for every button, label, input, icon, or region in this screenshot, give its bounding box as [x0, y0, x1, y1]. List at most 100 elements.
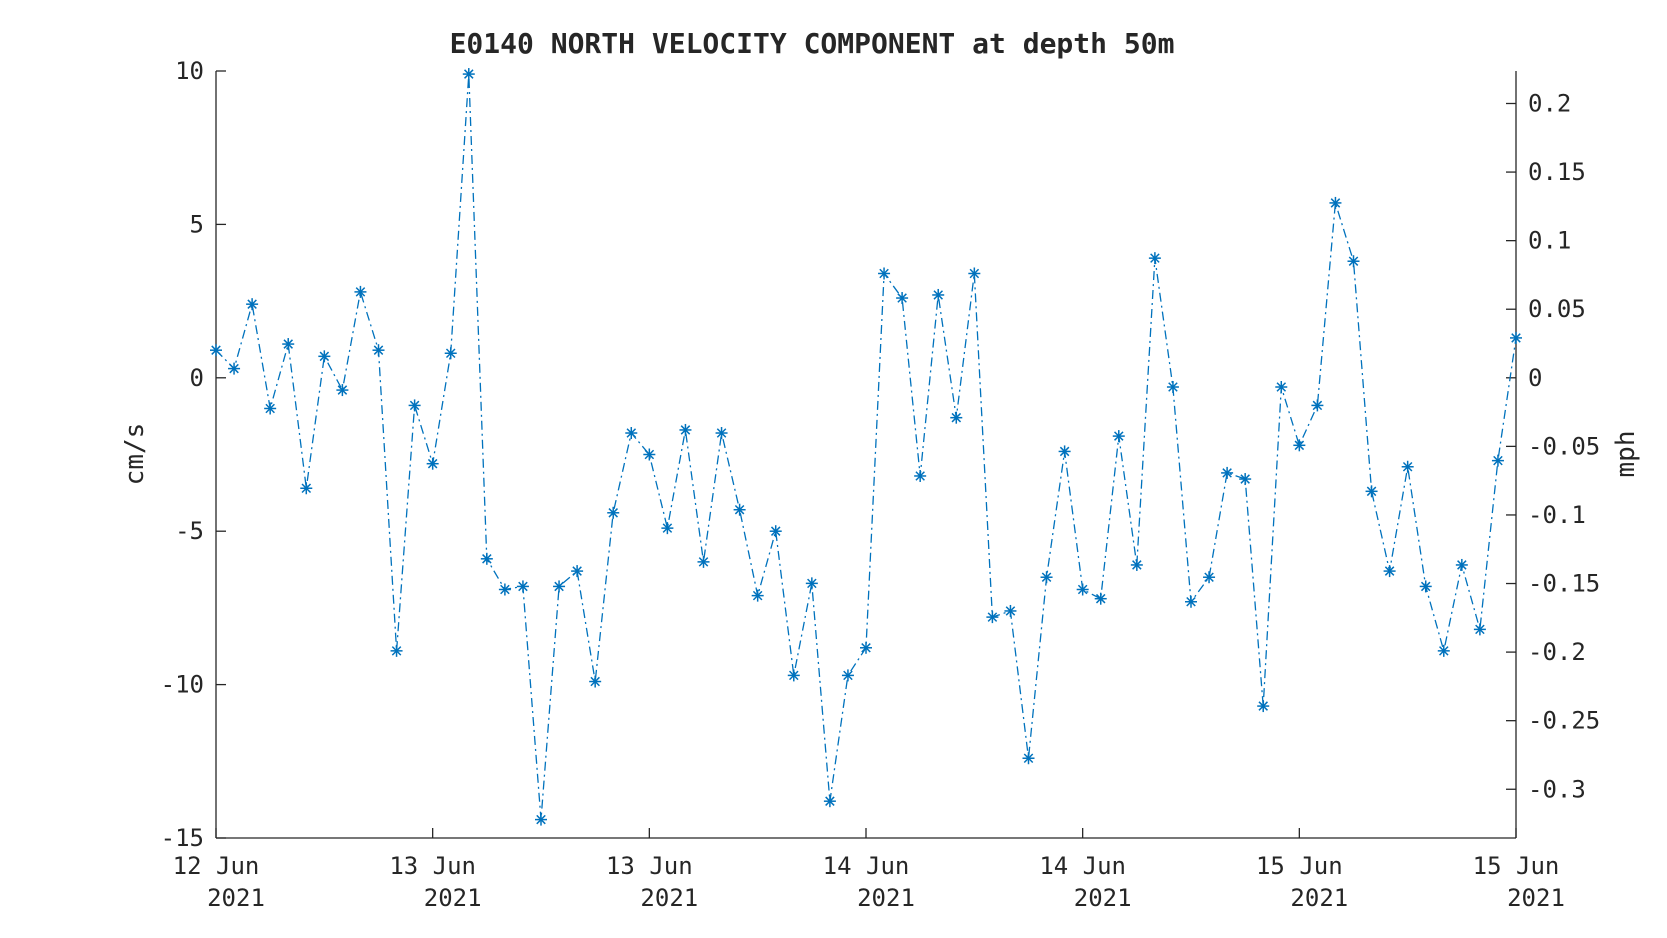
data-series — [210, 68, 1522, 826]
data-point — [1239, 473, 1252, 486]
data-point — [1437, 644, 1450, 657]
data-point — [444, 347, 457, 360]
data-point — [932, 288, 945, 301]
data-point — [1185, 595, 1197, 608]
data-point — [1455, 558, 1468, 571]
data-point — [318, 350, 331, 363]
x-tick-label-day: 12 Jun — [173, 852, 260, 880]
right-tick-label: -0.05 — [1528, 432, 1600, 460]
data-point — [571, 565, 584, 578]
data-point — [715, 427, 728, 440]
data-point — [246, 298, 259, 311]
data-point — [1094, 592, 1107, 605]
data-point — [516, 580, 529, 593]
data-point — [1166, 381, 1179, 394]
right-tick-label: 0 — [1528, 364, 1542, 392]
left-tick-label: -15 — [161, 824, 204, 852]
data-point — [1022, 752, 1035, 765]
data-point — [264, 402, 277, 415]
data-point — [643, 448, 656, 461]
series-line — [215, 74, 1517, 820]
x-tick-label-year: 2021 — [424, 884, 482, 912]
data-point — [860, 641, 872, 654]
data-point — [1329, 196, 1342, 209]
data-point — [896, 292, 909, 305]
data-point — [661, 522, 674, 535]
data-point — [1365, 485, 1378, 498]
x-tick-label-year: 2021 — [857, 884, 915, 912]
data-point — [282, 338, 295, 351]
left-tick-label: 5 — [190, 210, 204, 238]
data-point — [1148, 252, 1161, 265]
data-point — [769, 525, 782, 538]
data-point — [733, 503, 746, 516]
x-tick-label-day: 15 Jun — [1473, 852, 1560, 880]
right-tick-label: -0.2 — [1528, 638, 1586, 666]
right-tick-label: -0.1 — [1528, 501, 1586, 529]
data-point — [823, 795, 836, 808]
data-point — [751, 589, 764, 602]
data-point — [1473, 623, 1486, 636]
right-tick-label: 0.05 — [1528, 295, 1586, 323]
data-point — [1221, 466, 1234, 479]
data-point — [986, 611, 999, 624]
x-tick-label-year: 2021 — [1507, 884, 1565, 912]
data-point — [914, 469, 927, 482]
data-point — [805, 577, 818, 590]
data-point — [787, 669, 800, 682]
data-point — [498, 583, 511, 596]
right-tick-label: -0.15 — [1528, 570, 1600, 598]
data-point — [553, 580, 566, 593]
data-point — [372, 344, 385, 357]
data-point — [589, 675, 602, 688]
x-axis: 12 Jun 2021 13 Jun 2021 13 Jun 2021 14 Jun 2021… — [173, 828, 1565, 912]
data-point — [625, 427, 638, 440]
data-point — [354, 285, 367, 298]
data-point — [1510, 331, 1522, 344]
data-point — [607, 506, 620, 519]
data-point — [210, 344, 222, 357]
data-point — [1058, 445, 1071, 458]
x-tick-label-year: 2021 — [640, 884, 698, 912]
right-tick-label: -0.25 — [1528, 707, 1600, 735]
data-point — [1275, 381, 1288, 394]
data-point — [697, 555, 710, 568]
data-point — [408, 399, 421, 412]
x-tick-label-day: 13 Jun — [389, 852, 476, 880]
right-tick-label: 0.15 — [1528, 158, 1586, 186]
left-tick-label: -5 — [175, 517, 204, 545]
data-point — [1347, 255, 1360, 268]
data-point — [1076, 583, 1089, 596]
x-tick-label-year: 2021 — [207, 884, 265, 912]
left-tick-label: -10 — [161, 671, 204, 699]
data-point — [480, 552, 493, 565]
data-point — [1040, 571, 1053, 584]
left-y-axis: 10 5 0 -5 -10 -15 — [161, 57, 226, 852]
x-tick-label-day: 13 Jun — [606, 852, 693, 880]
x-tick-label-year: 2021 — [1074, 884, 1132, 912]
data-point — [228, 362, 241, 375]
data-point — [1203, 571, 1216, 584]
data-point — [878, 267, 891, 280]
data-point — [1401, 460, 1414, 473]
x-tick-label-day: 14 Jun — [1039, 852, 1126, 880]
data-point — [1004, 604, 1017, 617]
x-tick-label-day: 15 Jun — [1256, 852, 1343, 880]
data-point — [1130, 558, 1143, 571]
right-y-axis: 0.2 0.15 0.1 0.05 0 -0.05 -0.1 -0.15 -0.2 -0.25 -0… — [1506, 89, 1600, 803]
right-tick-label: 0.2 — [1528, 89, 1571, 117]
right-tick-label: 0.1 — [1528, 227, 1571, 255]
right-y-axis-label: mph — [1611, 431, 1641, 478]
data-point — [1112, 430, 1125, 443]
left-y-axis-label: cm/s — [120, 423, 150, 486]
data-point — [300, 482, 313, 495]
data-point — [679, 423, 692, 436]
data-point — [390, 644, 403, 657]
left-tick-label: 0 — [190, 364, 204, 392]
data-point — [950, 411, 963, 424]
right-tick-label: -0.3 — [1528, 775, 1586, 803]
data-point — [841, 669, 854, 682]
data-point — [1419, 580, 1432, 593]
data-point — [1311, 399, 1324, 412]
